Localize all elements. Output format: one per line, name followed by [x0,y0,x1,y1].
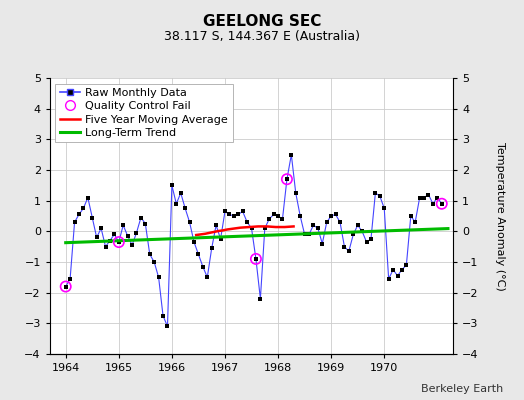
Point [225,211,234,218]
Point [323,219,331,225]
Legend: Raw Monthly Data, Quality Control Fail, Five Year Moving Average, Long-Term Tren: Raw Monthly Data, Quality Control Fail, … [56,84,233,142]
Point [185,219,194,225]
Point [97,225,105,232]
Y-axis label: Temperature Anomaly (°C): Temperature Anomaly (°C) [496,142,506,290]
Point [132,230,140,236]
Point [115,239,123,245]
Point [84,194,92,201]
Point [411,219,419,225]
Point [260,225,269,232]
Point [331,211,340,218]
Point [256,296,265,302]
Point [137,214,145,221]
Point [420,194,428,201]
Point [389,266,397,273]
Point [61,283,70,290]
Point [101,244,110,250]
Point [155,274,163,280]
Point [128,242,136,248]
Point [269,211,278,218]
Point [358,228,366,234]
Point [278,216,287,222]
Point [212,222,220,228]
Point [291,190,300,196]
Point [438,200,446,207]
Point [79,205,88,212]
Point [190,239,198,245]
Point [230,213,238,219]
Point [247,225,256,232]
Text: Berkeley Earth: Berkeley Earth [421,384,503,394]
Point [416,194,424,201]
Point [380,205,388,212]
Point [119,222,127,228]
Point [283,176,291,182]
Point [203,274,212,280]
Point [402,262,411,268]
Point [168,182,176,188]
Point [363,239,371,245]
Point [243,219,252,225]
Point [92,234,101,241]
Point [433,194,442,201]
Point [354,222,362,228]
Point [394,273,402,279]
Point [163,323,172,330]
Point [234,211,243,218]
Point [336,219,344,225]
Text: 38.117 S, 144.367 E (Australia): 38.117 S, 144.367 E (Australia) [164,30,360,43]
Point [177,190,185,196]
Point [424,191,433,198]
Point [150,259,158,265]
Point [141,220,149,227]
Point [300,231,309,238]
Point [221,208,229,214]
Point [181,205,189,212]
Point [106,237,114,244]
Point [172,200,180,207]
Point [407,213,415,219]
Point [345,248,353,254]
Point [376,193,384,199]
Point [314,225,322,232]
Point [66,276,74,282]
Point [110,231,118,238]
Point [238,208,247,214]
Point [194,251,203,258]
Point [199,263,207,270]
Point [318,240,326,247]
Point [327,213,335,219]
Point [252,256,260,262]
Point [340,244,348,250]
Point [115,239,123,245]
Point [274,213,282,219]
Point [252,256,260,262]
Point [208,245,216,252]
Point [287,152,296,158]
Point [438,200,446,207]
Point [70,219,79,225]
Point [398,266,406,273]
Point [124,233,132,239]
Point [88,214,96,221]
Point [216,236,225,242]
Point [349,231,357,238]
Point [159,312,167,319]
Point [146,251,154,258]
Point [429,200,437,207]
Text: GEELONG SEC: GEELONG SEC [203,14,321,29]
Point [265,216,274,222]
Point [385,276,393,282]
Point [283,176,291,182]
Point [371,190,379,196]
Point [296,213,304,219]
Point [367,236,375,242]
Point [305,231,313,238]
Point [61,283,70,290]
Point [309,222,318,228]
Point [75,211,83,218]
